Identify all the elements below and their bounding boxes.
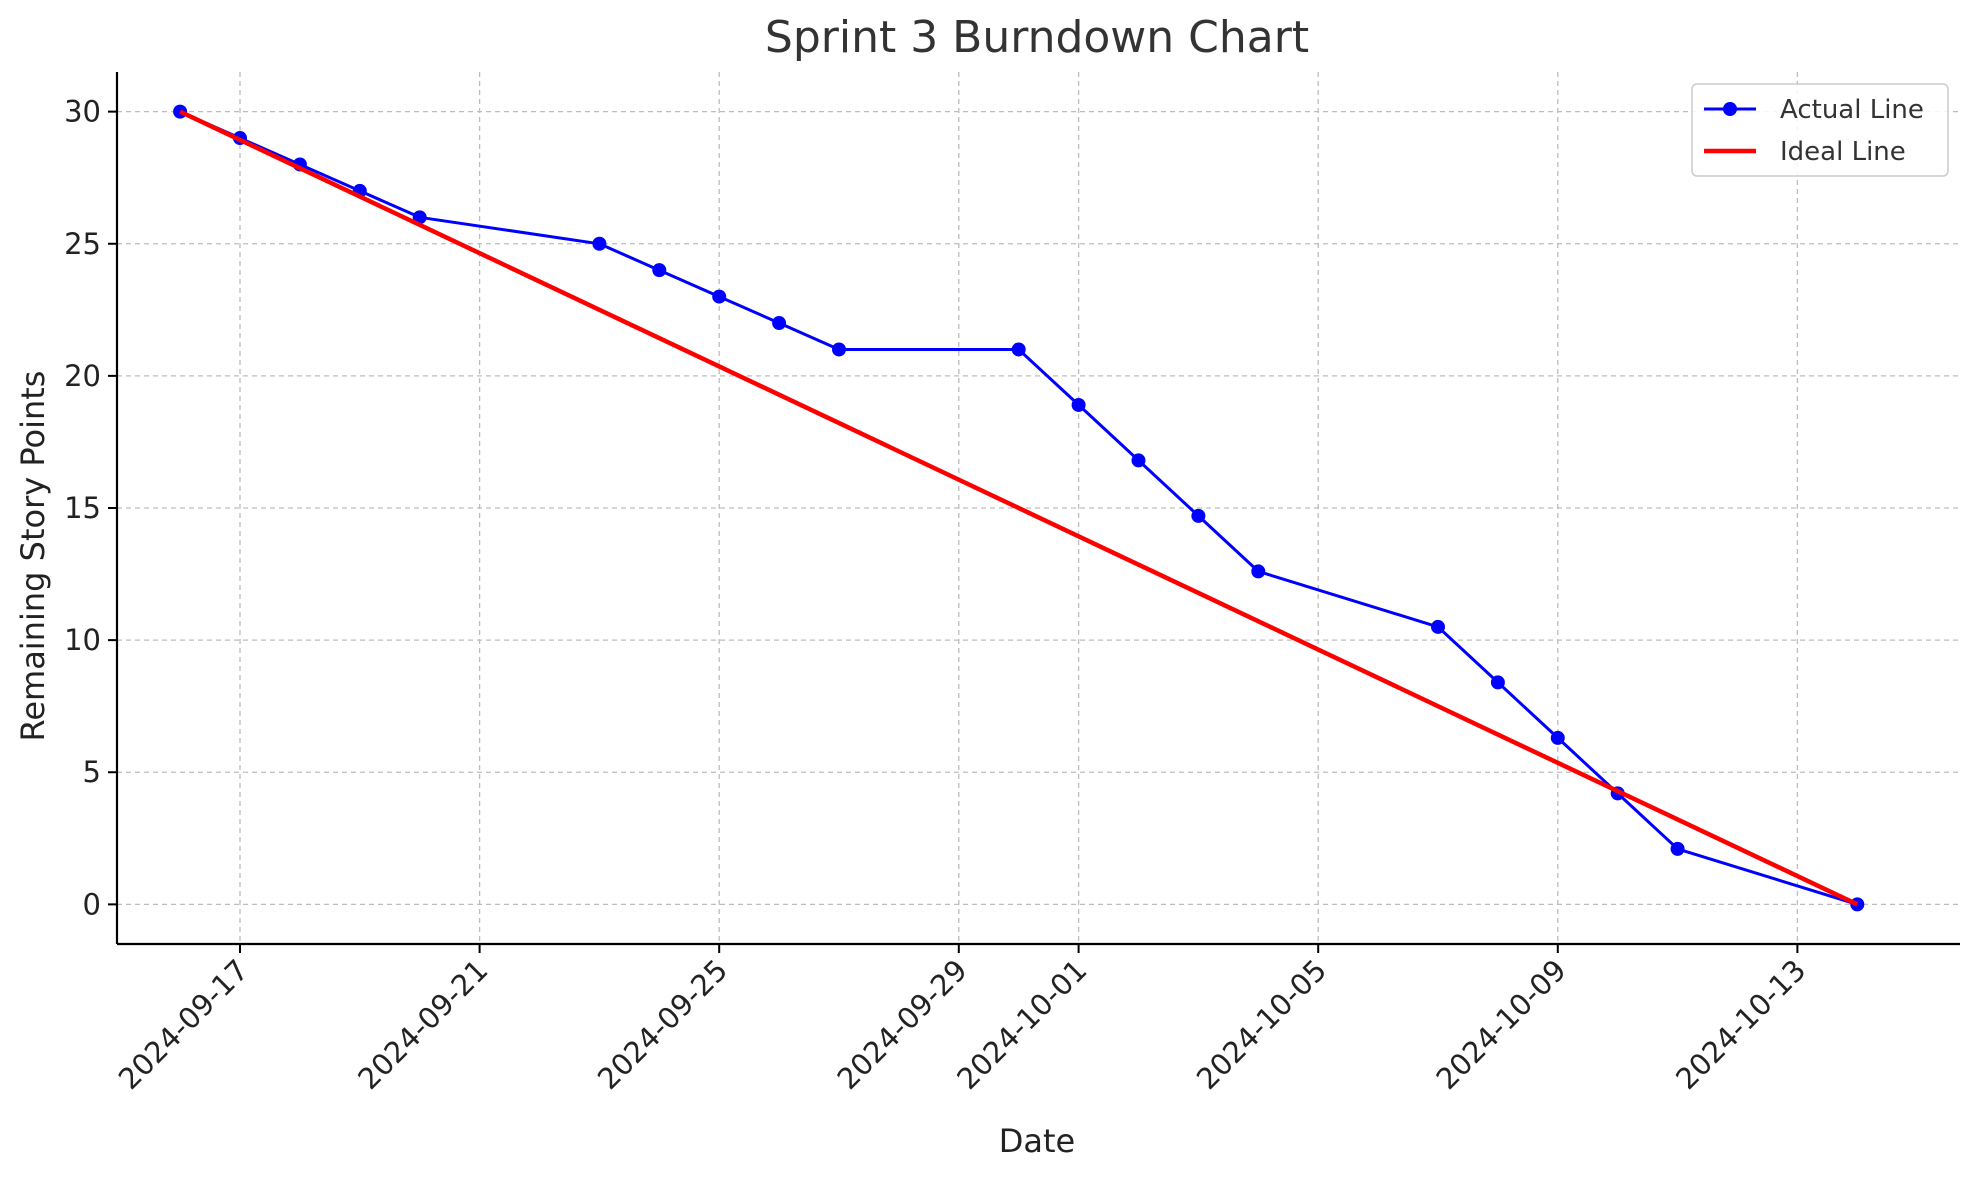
series-line-ideal-line [179,109,1859,907]
y-tick-label: 20 [64,359,101,393]
data-point [1011,342,1026,357]
x-axis-label: Date [999,1122,1075,1160]
data-point [1071,397,1086,412]
data-point [652,263,667,278]
data-point [712,289,727,304]
data-point [1670,841,1685,856]
data-point [1191,508,1206,523]
data-point [592,236,607,251]
legend-marker [1723,102,1737,116]
y-tick-label: 30 [64,95,101,129]
legend: Actual Line Ideal Line [1691,83,1949,177]
y-tick-label: 10 [64,623,101,657]
y-tick-label: 0 [83,887,101,921]
data-point [1550,730,1565,745]
data-point [832,342,846,357]
y-tick-label: 15 [64,491,101,525]
data-point [1431,619,1445,634]
chart-title: Sprint 3 Burndown Chart [765,12,1309,63]
series-layer [173,104,1865,912]
data-point [772,316,787,331]
legend-label: Actual Line [1780,95,1924,125]
data-point [1251,564,1266,579]
y-axis-label: Remaining Story Points [14,371,52,742]
y-tick-label: 5 [83,755,101,789]
legend-label: Ideal Line [1780,137,1906,167]
grid-lines [117,72,1960,944]
y-tick-label: 25 [64,227,101,261]
data-point [1490,675,1505,690]
data-point [1131,453,1146,468]
